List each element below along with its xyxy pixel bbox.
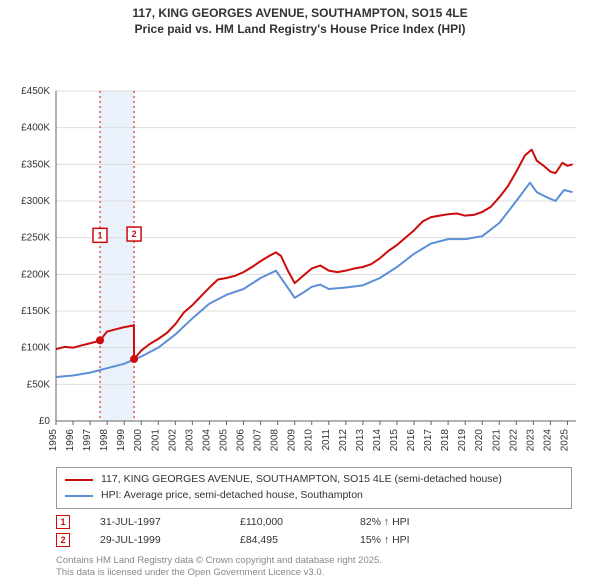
x-tick-label: 2003 (184, 429, 195, 452)
x-tick-label: 2024 (542, 429, 553, 452)
x-tick-label: 2002 (167, 429, 178, 452)
y-tick-label: £50K (27, 380, 51, 391)
x-tick-label: 2006 (236, 429, 247, 452)
sale-marker-ref: 1 (56, 515, 70, 529)
y-tick-label: £100K (21, 343, 50, 354)
y-tick-label: £400K (21, 123, 50, 134)
x-tick-label: 2015 (389, 429, 400, 452)
y-tick-label: £300K (21, 196, 50, 207)
sales-table: 1 31-JUL-1997 £110,000 82% ↑ HPI 2 29-JUL-199… (56, 513, 572, 549)
chart-title: 117, KING GEORGES AVENUE, SOUTHAMPTON, S… (0, 0, 600, 22)
x-tick-label: 2022 (508, 429, 519, 452)
legend-label: 117, KING GEORGES AVENUE, SOUTHAMPTON, S… (101, 472, 502, 488)
x-tick-label: 2007 (253, 429, 264, 452)
x-tick-label: 1999 (116, 429, 127, 452)
sale-row: 2 29-JUL-1999 £84,495 15% ↑ HPI (56, 531, 572, 549)
y-tick-label: £200K (21, 270, 50, 281)
sale-marker-id: 1 (97, 231, 102, 241)
legend-item: HPI: Average price, semi-detached house,… (65, 488, 563, 504)
x-tick-label: 1996 (65, 429, 76, 452)
x-tick-label: 2016 (406, 429, 417, 452)
y-tick-label: £250K (21, 233, 50, 244)
legend-label: HPI: Average price, semi-detached house,… (101, 488, 363, 504)
sale-row: 1 31-JUL-1997 £110,000 82% ↑ HPI (56, 513, 572, 531)
x-tick-label: 2000 (133, 429, 144, 452)
sale-marker-dot (96, 337, 104, 345)
sale-marker-ref: 2 (56, 533, 70, 547)
footnote-line: This data is licensed under the Open Gov… (56, 567, 572, 579)
chart-subtitle: Price paid vs. HM Land Registry's House … (0, 22, 600, 42)
x-tick-label: 1998 (99, 429, 110, 452)
copyright-footnote: Contains HM Land Registry data © Crown c… (56, 555, 572, 579)
x-tick-label: 2025 (559, 429, 570, 452)
x-tick-label: 2008 (270, 429, 281, 452)
sale-delta: 15% ↑ HPI (360, 534, 410, 546)
x-tick-label: 2018 (440, 429, 451, 452)
x-tick-label: 2005 (218, 429, 229, 452)
x-tick-label: 2009 (287, 429, 298, 452)
x-tick-label: 2023 (525, 429, 536, 452)
line-chart: £0 £50K £100K £150K £200K £250K £300K £350K £400… (0, 41, 600, 463)
x-tick-label: 2014 (372, 429, 383, 452)
sale-price: £110,000 (240, 516, 330, 528)
y-tick-label: £450K (21, 86, 50, 97)
sale-price: £84,495 (240, 534, 330, 546)
y-tick-label: £0 (39, 416, 51, 427)
y-tick-label: £350K (21, 160, 50, 171)
x-tick-label: 2019 (457, 429, 468, 452)
x-tick-label: 2020 (474, 429, 485, 452)
legend-item: 117, KING GEORGES AVENUE, SOUTHAMPTON, S… (65, 472, 563, 488)
footnote-line: Contains HM Land Registry data © Crown c… (56, 555, 572, 567)
x-tick-label: 2017 (423, 429, 434, 452)
y-tick-label: £150K (21, 306, 50, 317)
x-tick-label: 2012 (338, 429, 349, 452)
x-tick-label: 1997 (82, 429, 93, 452)
legend-swatch (65, 495, 93, 497)
legend: 117, KING GEORGES AVENUE, SOUTHAMPTON, S… (56, 467, 572, 509)
sale-marker-id: 2 (132, 229, 137, 239)
legend-swatch (65, 479, 93, 481)
x-tick-label: 2004 (201, 429, 212, 452)
sale-date: 31-JUL-1997 (100, 516, 210, 528)
sale-delta: 82% ↑ HPI (360, 516, 410, 528)
x-tick-label: 2021 (491, 429, 502, 452)
x-tick-label: 2001 (150, 429, 161, 452)
x-tick-label: 1995 (48, 429, 59, 452)
x-tick-label: 2010 (304, 429, 315, 452)
x-tick-label: 2013 (355, 429, 366, 452)
sale-marker-dot (130, 355, 138, 363)
x-tick-label: 2011 (321, 429, 332, 451)
sale-date: 29-JUL-1999 (100, 534, 210, 546)
